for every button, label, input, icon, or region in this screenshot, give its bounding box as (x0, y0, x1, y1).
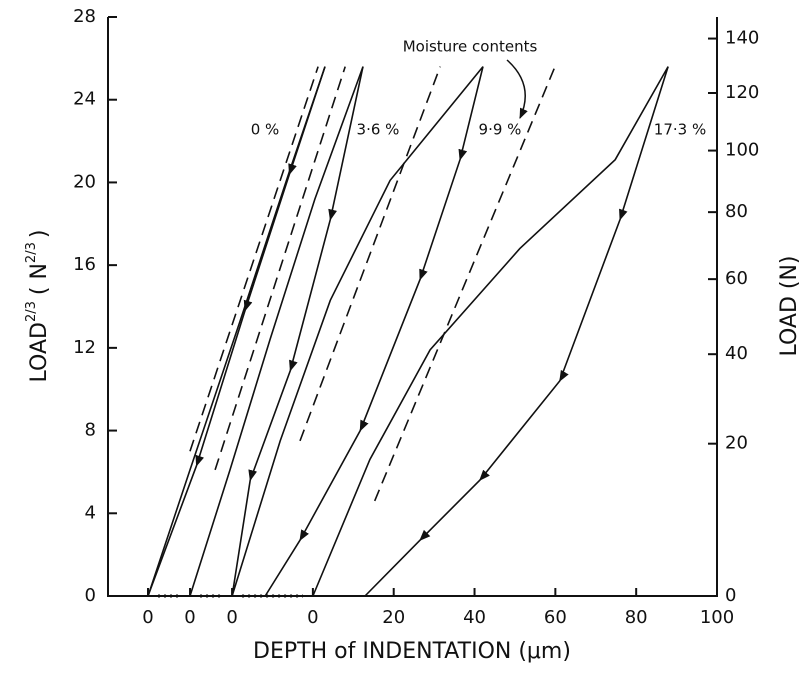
y2-tick-label: 0 (725, 585, 736, 606)
series-label: 17·3 % (654, 121, 706, 139)
x-axis-title: DEPTH of INDENTATION (μm) (253, 639, 571, 664)
y2-tick-label: 40 (725, 343, 748, 364)
loading-curve (312, 66, 669, 597)
y-title-part: 2/3 (24, 301, 39, 322)
y-title-part: ) (27, 230, 52, 239)
x-tick-label: 0 (307, 607, 318, 628)
x-origin-label: 0 (184, 607, 195, 628)
axis-frame (107, 17, 718, 597)
y-tick-label: 28 (73, 6, 96, 27)
series-label: 0 % (251, 121, 280, 139)
x-tick-label: 40 (463, 607, 486, 628)
series-label: 9·9 % (479, 121, 522, 139)
y2-tick-label: 120 (725, 82, 759, 103)
extrapolation-line (299, 66, 441, 442)
y2-tick-label: 140 (725, 28, 759, 49)
y2-axis-title: LOAD (N) (777, 255, 802, 356)
y2-tick-label: 100 (725, 140, 759, 161)
unloading-curve (364, 66, 669, 597)
extrapolation-line (214, 66, 346, 471)
y-tick-label: 12 (73, 337, 96, 358)
y2-tick-label: 20 (725, 433, 748, 454)
series-label: 3·6 % (357, 121, 400, 139)
y-tick-label: 24 (73, 89, 96, 110)
annotation-arrow (506, 59, 528, 119)
y-tick-label: 4 (85, 502, 96, 523)
y-title-part: LOAD (27, 322, 52, 382)
x-tick-label: 60 (544, 607, 567, 628)
y-axis-title: LOAD2/3( N2/3) (24, 230, 53, 383)
y-tick-label: 0 (85, 585, 96, 606)
extrapolation-line (189, 66, 319, 452)
y-title-part: ( N (27, 263, 52, 295)
unloading-curve (264, 66, 484, 597)
y-tick-label: 20 (73, 171, 96, 192)
x-tick-label: 20 (382, 607, 405, 628)
x-origin-label: 0 (142, 607, 153, 628)
y-tick-label: 16 (73, 254, 96, 275)
y2-tick-label: 80 (725, 201, 748, 222)
loading-curve (189, 66, 364, 597)
x-tick-label: 100 (700, 607, 734, 628)
y-title-part: 2/3 (24, 242, 39, 263)
y2-tick-label: 60 (725, 268, 748, 289)
extrapolation-line (373, 66, 556, 502)
annotation: Moisture contents (403, 38, 538, 56)
unloading-curve (147, 66, 326, 597)
x-origin-label: 0 (226, 607, 237, 628)
y-tick-label: 8 (85, 420, 96, 441)
x-tick-label: 80 (625, 607, 648, 628)
loading-curve (231, 66, 484, 597)
